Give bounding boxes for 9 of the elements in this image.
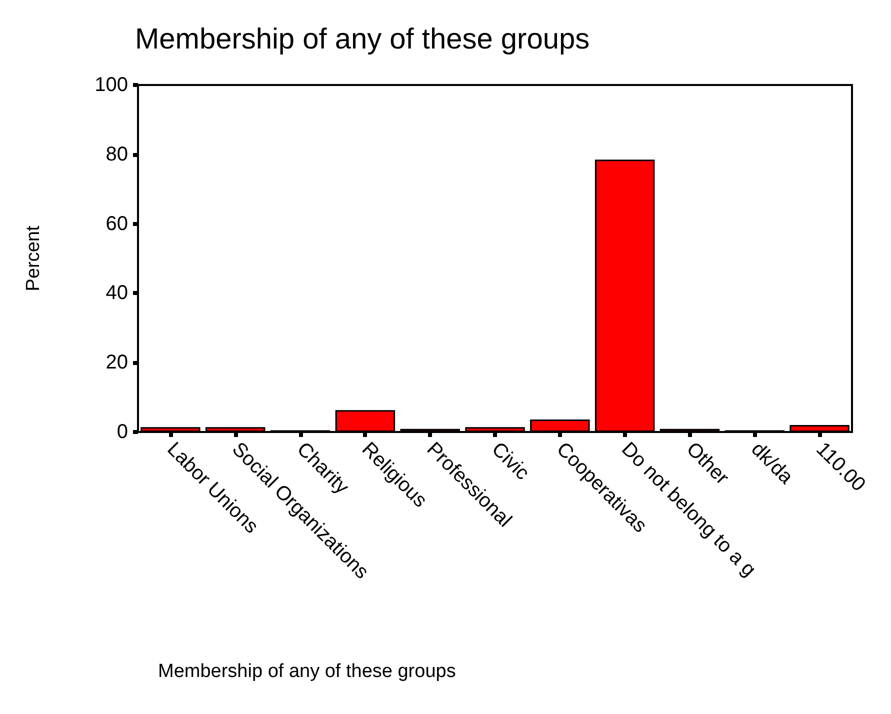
y-tick-label: 0 (116, 421, 128, 443)
y-tick-label: 20 (106, 352, 128, 374)
y-tick-label: 80 (106, 143, 128, 166)
y-tick-label: 40 (106, 282, 128, 304)
x-axis-title: Membership of any of these groups (158, 661, 456, 682)
y-tick-label: 60 (106, 212, 128, 235)
y-axis-title: Percent (23, 225, 44, 292)
y-tick-label: 100 (94, 74, 128, 96)
chart-title: Membership of any of these groups (135, 24, 590, 56)
